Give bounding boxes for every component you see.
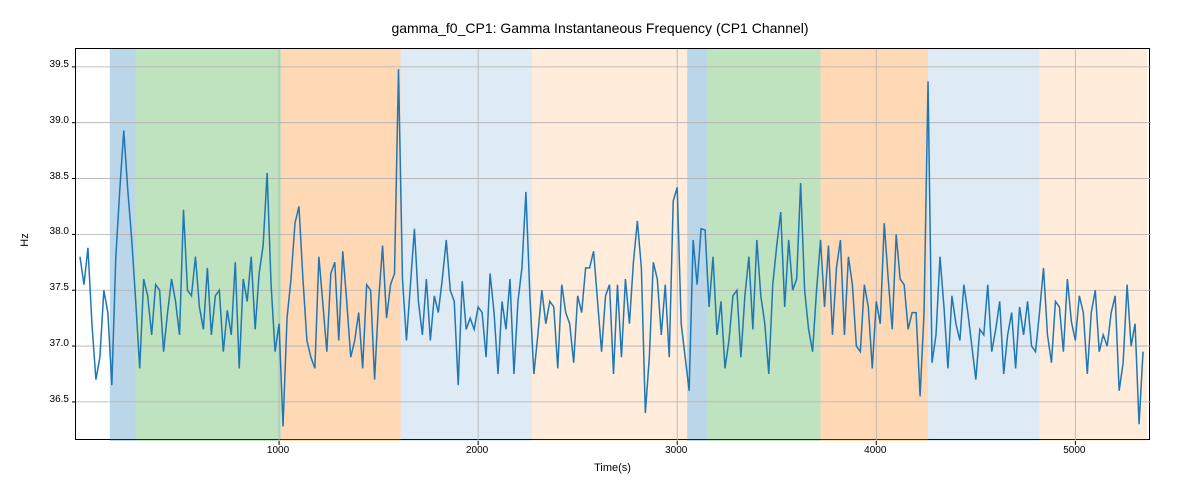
region-band [928, 49, 1039, 441]
y-tick-label: 38.0 [37, 226, 69, 237]
x-tick-label: 5000 [1059, 445, 1089, 456]
plot-axes [75, 48, 1150, 440]
y-tick-label: 37.5 [37, 282, 69, 293]
region-band [136, 49, 281, 441]
x-tick-label: 4000 [860, 445, 890, 456]
y-tick-label: 37.0 [37, 338, 69, 349]
x-tick-label: 1000 [263, 445, 293, 456]
figure: gamma_f0_CP1: Gamma Instantaneous Freque… [0, 0, 1200, 500]
x-tick-label: 3000 [661, 445, 691, 456]
y-axis-label: Hz [19, 230, 31, 250]
chart-title: gamma_f0_CP1: Gamma Instantaneous Freque… [0, 20, 1200, 36]
region-band [400, 49, 531, 441]
y-tick-label: 38.5 [37, 171, 69, 182]
region-band [532, 49, 687, 441]
plot-svg [76, 49, 1151, 441]
y-tick-label: 39.5 [37, 59, 69, 70]
x-axis-label: Time(s) [75, 462, 1150, 474]
x-tick-label: 2000 [462, 445, 492, 456]
region-band [1040, 49, 1148, 441]
y-tick-label: 39.0 [37, 115, 69, 126]
region-band [281, 49, 400, 441]
region-band [687, 49, 707, 441]
y-tick-label: 36.5 [37, 394, 69, 405]
region-band [821, 49, 929, 441]
